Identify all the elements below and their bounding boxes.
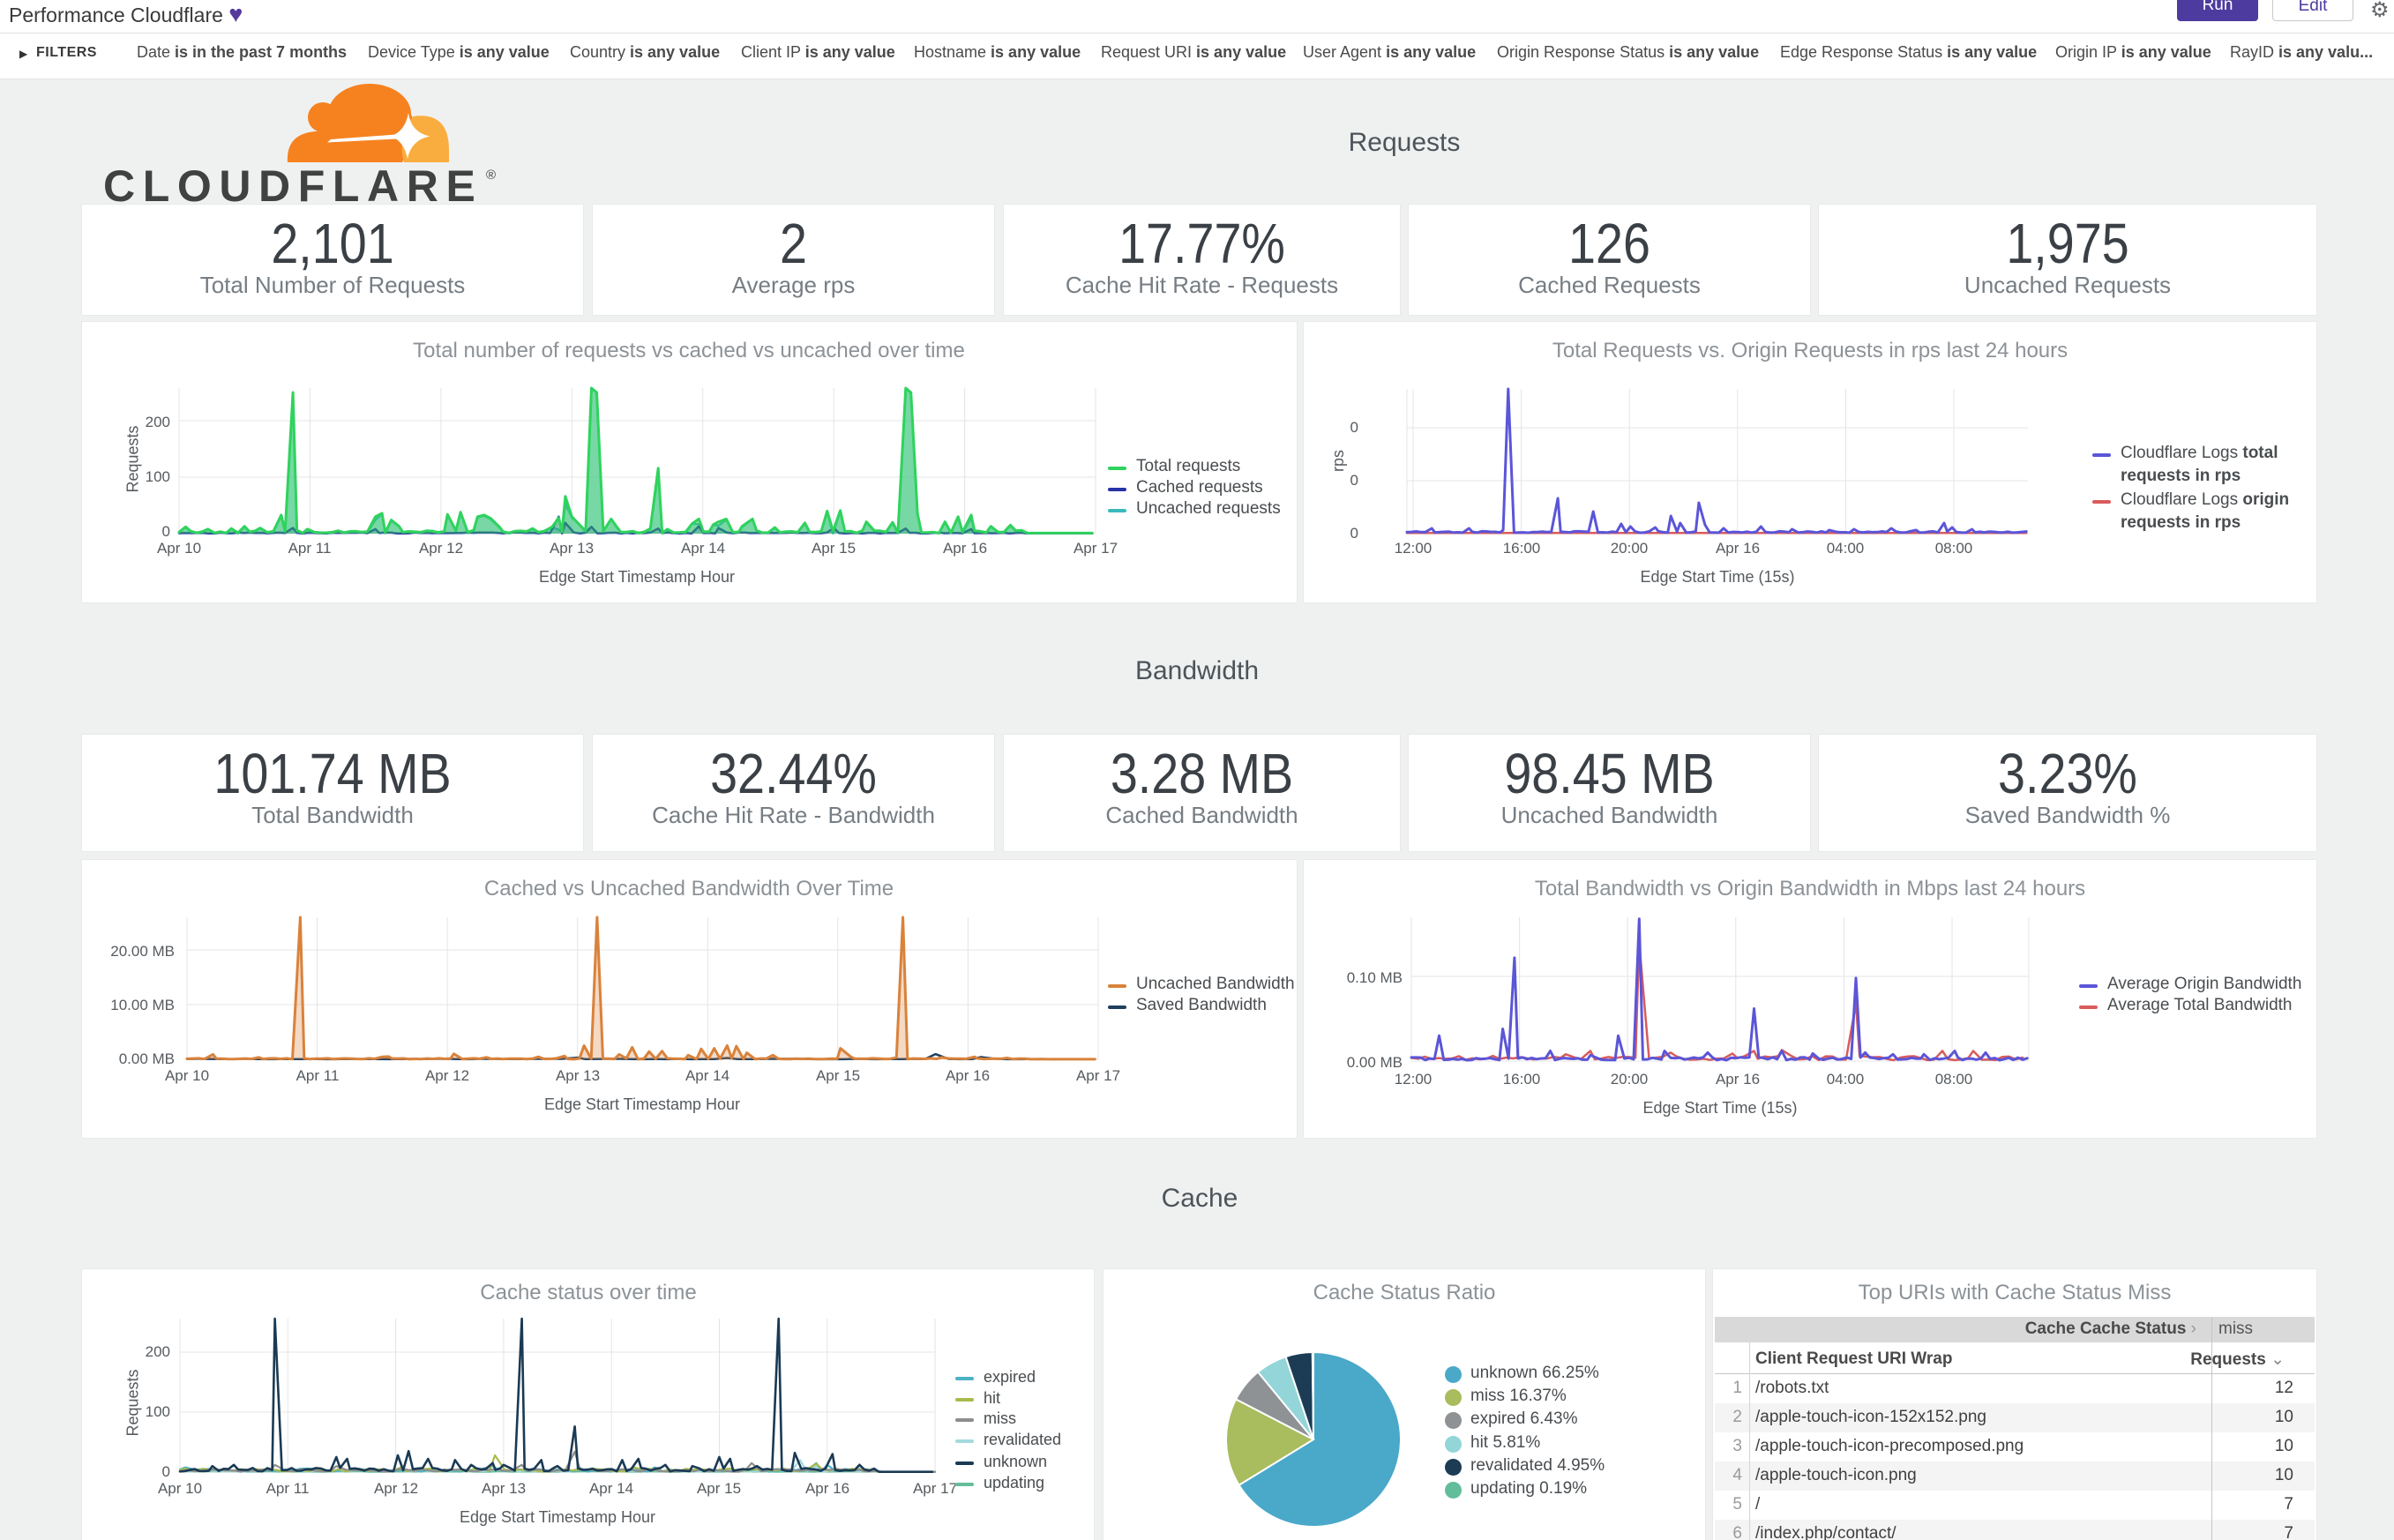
svg-text:®: ® <box>486 168 496 183</box>
svg-text:CLOUDFLARE: CLOUDFLARE <box>103 161 483 211</box>
